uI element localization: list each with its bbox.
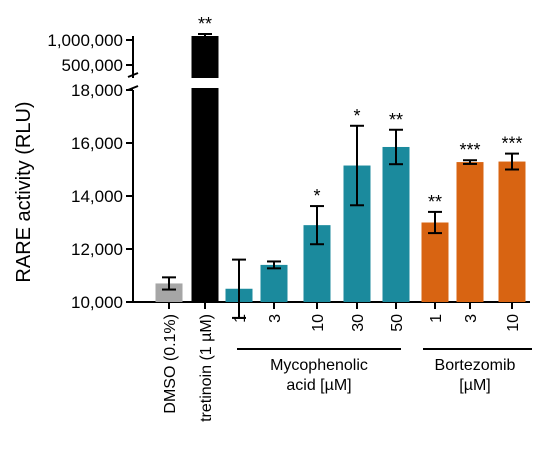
y-tick-label: 16,000 bbox=[71, 134, 123, 153]
significance-label: *** bbox=[501, 134, 522, 154]
significance-label: * bbox=[313, 186, 320, 206]
axis-break-mark bbox=[127, 72, 139, 78]
category-label: DMSO (0.1%) bbox=[162, 314, 179, 414]
category-label: tretinoin (1 µM) bbox=[198, 314, 215, 422]
y-tick-label: 1,000,000 bbox=[47, 31, 123, 50]
category-label: 1 bbox=[428, 314, 445, 323]
bar-upper bbox=[191, 36, 219, 78]
category-label: 10 bbox=[310, 314, 327, 332]
group-label: Mycophenolic bbox=[270, 357, 368, 374]
category-label: 50 bbox=[389, 314, 406, 332]
bar bbox=[498, 161, 526, 302]
bar bbox=[456, 162, 484, 302]
category-label: 3 bbox=[463, 314, 480, 323]
significance-label: *** bbox=[459, 140, 480, 160]
category-label: 3 bbox=[267, 314, 284, 323]
y-tick-label: 500,000 bbox=[62, 56, 123, 75]
y-tick-label: 12,000 bbox=[71, 240, 123, 259]
category-label: 1 bbox=[232, 314, 249, 323]
y-tick-label: 10,000 bbox=[71, 293, 123, 312]
group-label: Bortezomib bbox=[435, 357, 516, 374]
bar bbox=[191, 88, 219, 302]
bar bbox=[260, 264, 288, 302]
bar bbox=[155, 283, 183, 302]
significance-label: ** bbox=[389, 110, 403, 130]
significance-label: * bbox=[353, 106, 360, 126]
bars bbox=[155, 33, 526, 319]
y-tick-label: 18,000 bbox=[71, 81, 123, 100]
group-label: [µM] bbox=[459, 377, 490, 394]
category-label: 30 bbox=[350, 314, 367, 332]
labels: 10,000 12,000 14,000 16,000 18,000 500,000 1,0… bbox=[13, 14, 523, 422]
y-axis-label: RARE activity (RLU) bbox=[13, 101, 35, 282]
bar bbox=[421, 222, 449, 302]
group-label: acid [µM] bbox=[286, 377, 351, 394]
category-label: 10 bbox=[505, 314, 522, 332]
bar-break bbox=[189, 79, 221, 85]
significance-label: ** bbox=[428, 192, 442, 212]
significance-label: ** bbox=[198, 14, 212, 34]
y-tick-label: 14,000 bbox=[71, 187, 123, 206]
bar bbox=[382, 146, 410, 302]
